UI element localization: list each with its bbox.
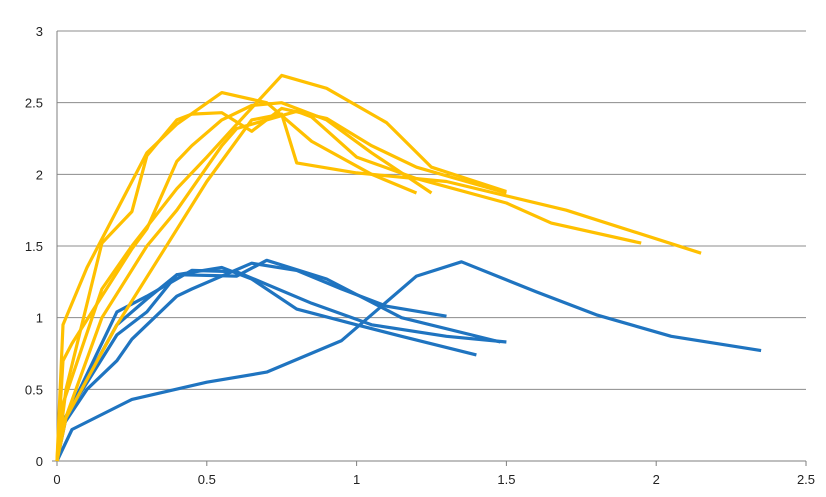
series-line-yellow-9 [55,73,507,462]
y-tick-label: 2 [36,167,43,182]
gridlines [57,30,806,390]
series-line-yellow-7 [55,90,418,462]
x-tick-label: 2 [653,472,660,487]
x-tick-label: 1.5 [497,472,515,487]
x-tick-label: 0 [53,472,60,487]
x-tick-label: 2.5 [797,472,815,487]
x-tick-label: 1 [353,472,360,487]
axes [52,31,807,466]
y-tick-label: 1 [36,311,43,326]
y-tick-label: 3 [36,24,43,39]
y-tick-label: 2.5 [25,96,43,111]
series-line-blue-5 [55,260,762,462]
series-line-blue-2 [55,265,477,462]
y-tick-label: 0 [36,454,43,469]
x-tick-label: 0.5 [198,472,216,487]
series-line-blue-4 [55,258,501,462]
series-lines [55,73,762,462]
series-line-yellow-11 [55,112,702,462]
series-line-yellow-10 [55,109,642,462]
series-line-blue-3 [55,268,507,462]
tick-labels: 0 0.5 1 1.5 2 2.5 3 0 0.5 1 1.5 2 2.5 [25,24,815,487]
series-line-yellow-8 [55,106,507,462]
y-tick-label: 0.5 [25,382,43,397]
series-line-blue-1 [55,261,447,462]
y-tick-label: 1.5 [25,239,43,254]
